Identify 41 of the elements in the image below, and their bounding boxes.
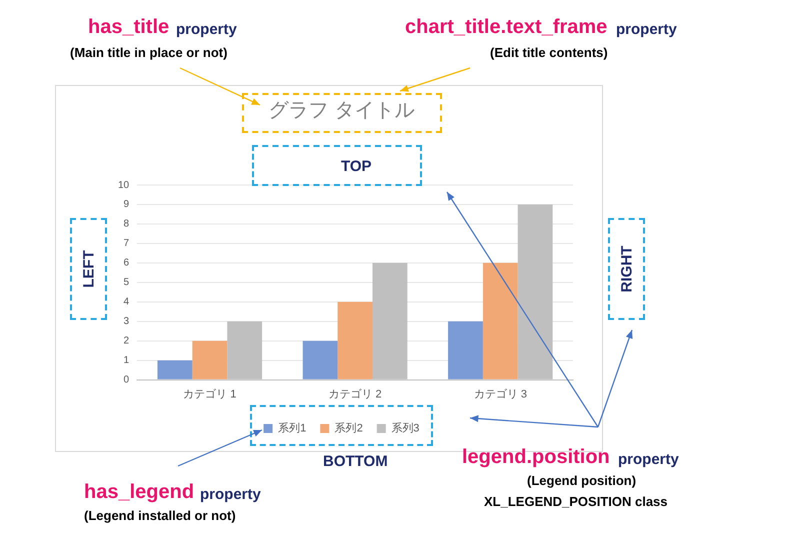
y-tick-label: 8 [124,218,130,230]
bar [482,262,518,380]
text: legend.position [462,446,610,469]
y-tick-label: 7 [124,238,130,250]
text: has_legend [84,481,194,504]
y-tick-label: 10 [118,180,130,191]
bar [338,302,372,380]
legend-label: 系列2 [334,422,363,435]
y-tick-label: 6 [124,258,130,269]
text: property [618,451,679,468]
x-tick-label: カテゴリ 1 [183,388,236,400]
y-tick-label: 5 [124,277,130,288]
legend-label: 系列1 [278,422,306,435]
text: (Legend installed or not) [84,508,236,523]
legend-label: 系列3 [391,422,420,435]
text: chart_title.text_frame [405,16,608,39]
text: (Edit title contents) [490,45,608,60]
text: XL_LEGEND_POSITION class [484,494,668,509]
bar [157,360,192,380]
y-tick-label: 4 [124,296,130,308]
text: RIGHT [618,246,635,292]
chart-title: グラフ タイトル [268,100,414,122]
bar [448,321,483,380]
y-tick-label: 3 [124,316,130,328]
text: BOTTOM [323,453,388,470]
y-tick-label: 0 [124,374,130,386]
y-tick-label: 9 [124,199,130,210]
text: property [176,21,237,38]
y-tick-label: 1 [124,355,130,366]
bar [302,340,338,380]
x-tick-label: カテゴリ 2 [328,388,382,400]
text: property [616,21,677,38]
text: (Main title in place or not) [70,45,228,60]
text: (Legend position) [527,473,636,488]
text: LEFT [80,250,97,288]
x-tick-label: カテゴリ 3 [474,388,527,400]
y-tick-label: 2 [124,336,130,347]
text: property [200,486,261,503]
text: has_title [88,16,170,39]
bar [192,340,228,380]
text: TOP [341,158,372,175]
